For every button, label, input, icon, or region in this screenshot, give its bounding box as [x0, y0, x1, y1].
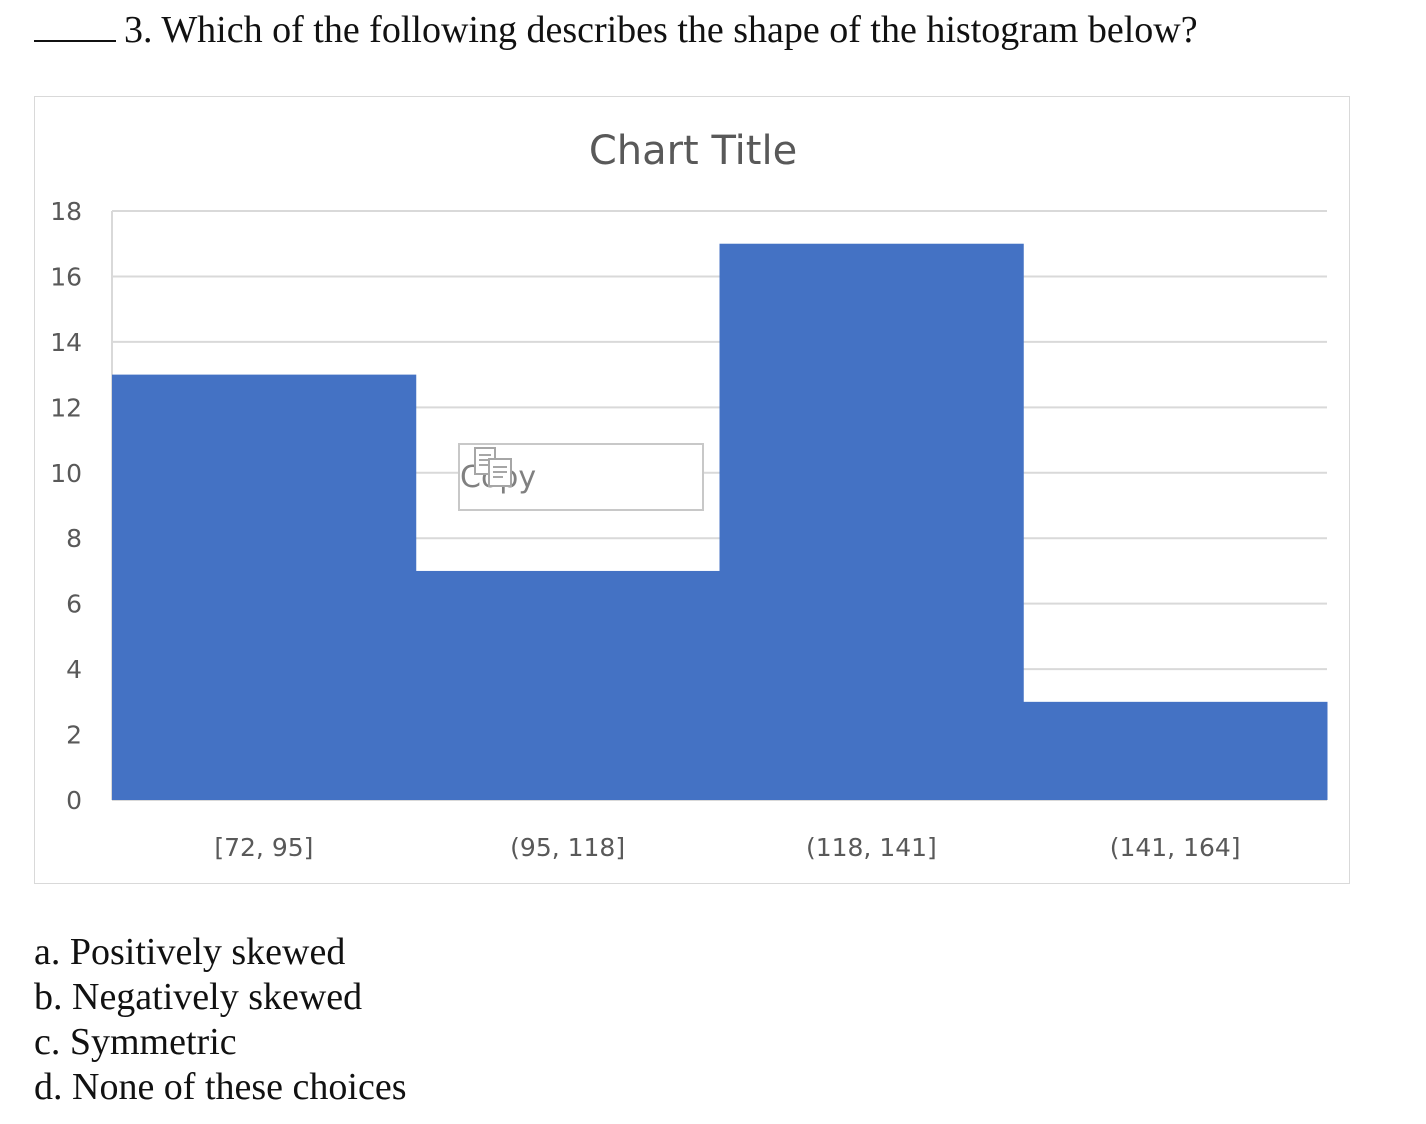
- y-axis-ticks: 0 2 4 6 8 10 12 14 16 18: [50, 197, 82, 815]
- y-tick-label: 0: [66, 786, 82, 815]
- y-tick-label: 14: [50, 328, 82, 357]
- x-tick-label: [72, 95]: [214, 833, 313, 862]
- y-tick-label: 12: [50, 393, 82, 422]
- copy-icon: [474, 447, 512, 487]
- y-tick-label: 18: [50, 197, 82, 226]
- x-tick-label: (95, 118]: [510, 833, 625, 862]
- y-tick-label: 4: [66, 655, 82, 684]
- answer-choice-d[interactable]: d. None of these choices: [34, 1066, 407, 1108]
- answer-choices: a. Positively skewed b. Negatively skewe…: [34, 930, 407, 1110]
- histogram-bar: [112, 374, 417, 800]
- question-label: 3. Which of the following describes the …: [124, 9, 1198, 51]
- y-tick-label: 10: [50, 459, 82, 488]
- y-tick-label: 16: [50, 262, 82, 291]
- x-tick-label: (141, 164]: [1110, 833, 1241, 862]
- chart-canvas: Chart Title 0 2 4 6 8 10 12 14 16 18 [72, 95] (95,…: [50, 128, 1328, 862]
- answer-choice-a[interactable]: a. Positively skewed: [34, 931, 346, 973]
- copy-tooltip[interactable]: Copy: [458, 443, 704, 511]
- histogram-bar: [415, 570, 720, 800]
- chart-title: Chart Title: [589, 128, 797, 174]
- x-axis-ticks: [72, 95] (95, 118] (118, 141] (141, 164]: [214, 833, 1240, 862]
- y-tick-label: 6: [66, 590, 82, 619]
- y-tick-label: 2: [66, 721, 82, 750]
- x-tick-label: (118, 141]: [806, 833, 937, 862]
- histogram-bars: [112, 243, 1328, 800]
- answer-choice-b[interactable]: b. Negatively skewed: [34, 976, 363, 1018]
- histogram-bar: [1023, 701, 1328, 800]
- question-text: 3. Which of the following describes the …: [34, 6, 1198, 54]
- answer-choice-c[interactable]: c. Symmetric: [34, 1021, 237, 1063]
- histogram-chart: Chart Title 0 2 4 6 8 10 12 14 16 18 [72, 95] (95,…: [34, 96, 1350, 884]
- histogram-bar: [719, 243, 1024, 800]
- y-tick-label: 8: [66, 524, 82, 553]
- answer-blank-line: [34, 6, 116, 42]
